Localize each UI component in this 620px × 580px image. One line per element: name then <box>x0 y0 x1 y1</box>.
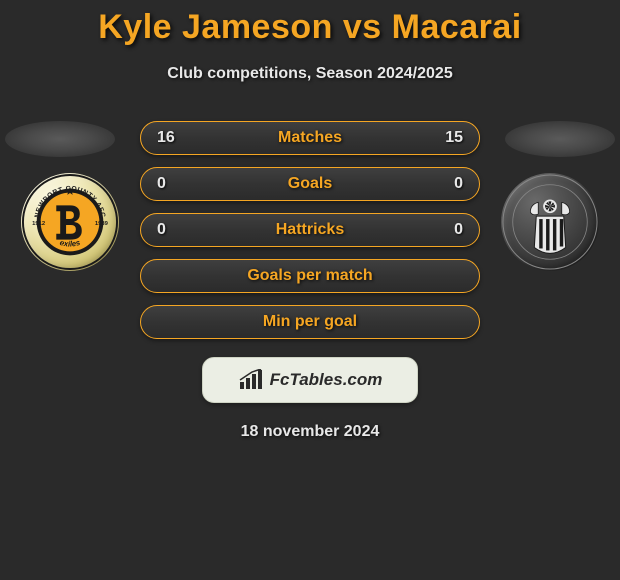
stat-row-hattricks: 0 Hattricks 0 <box>140 213 480 247</box>
svg-text:1989: 1989 <box>95 221 109 227</box>
player-shadow-right <box>505 121 615 157</box>
brand-text: FcTables.com <box>270 370 383 390</box>
club-crest-left: NEWPORT COUNTY AFC exiles 1912 1989 <box>21 173 119 271</box>
stat-value-left: 0 <box>157 175 181 193</box>
stat-row-matches: 16 Matches 15 <box>140 121 480 155</box>
stat-value-right: 15 <box>439 129 463 147</box>
stat-value-left: 0 <box>157 221 181 239</box>
page-title: Kyle Jameson vs Macarai <box>0 0 620 47</box>
stat-value-right: 0 <box>439 221 463 239</box>
brand-badge: FcTables.com <box>202 357 418 403</box>
player-shadow-left <box>5 121 115 157</box>
stat-label: Goals <box>181 175 439 193</box>
stat-label: Matches <box>181 129 439 147</box>
stat-label: Hattricks <box>181 221 439 239</box>
svg-text:1912: 1912 <box>32 221 46 227</box>
stat-row-goals-per-match: Goals per match <box>140 259 480 293</box>
club-crest-right <box>501 173 599 271</box>
date-label: 18 november 2024 <box>0 423 620 441</box>
subtitle: Club competitions, Season 2024/2025 <box>0 65 620 83</box>
stat-label: Min per goal <box>181 313 439 331</box>
comparison-panel: NEWPORT COUNTY AFC exiles 1912 1989 <box>0 121 620 441</box>
stat-value-right: 0 <box>439 175 463 193</box>
stat-label: Goals per match <box>181 267 439 285</box>
stats-rows: 16 Matches 15 0 Goals 0 0 Hattricks 0 Go… <box>140 121 480 339</box>
newport-crest-icon: NEWPORT COUNTY AFC exiles 1912 1989 <box>21 173 119 271</box>
stat-row-goals: 0 Goals 0 <box>140 167 480 201</box>
bar-chart-icon <box>238 369 264 391</box>
stat-value-left: 16 <box>157 129 181 147</box>
notts-crest-icon <box>501 173 599 271</box>
stat-row-min-per-goal: Min per goal <box>140 305 480 339</box>
